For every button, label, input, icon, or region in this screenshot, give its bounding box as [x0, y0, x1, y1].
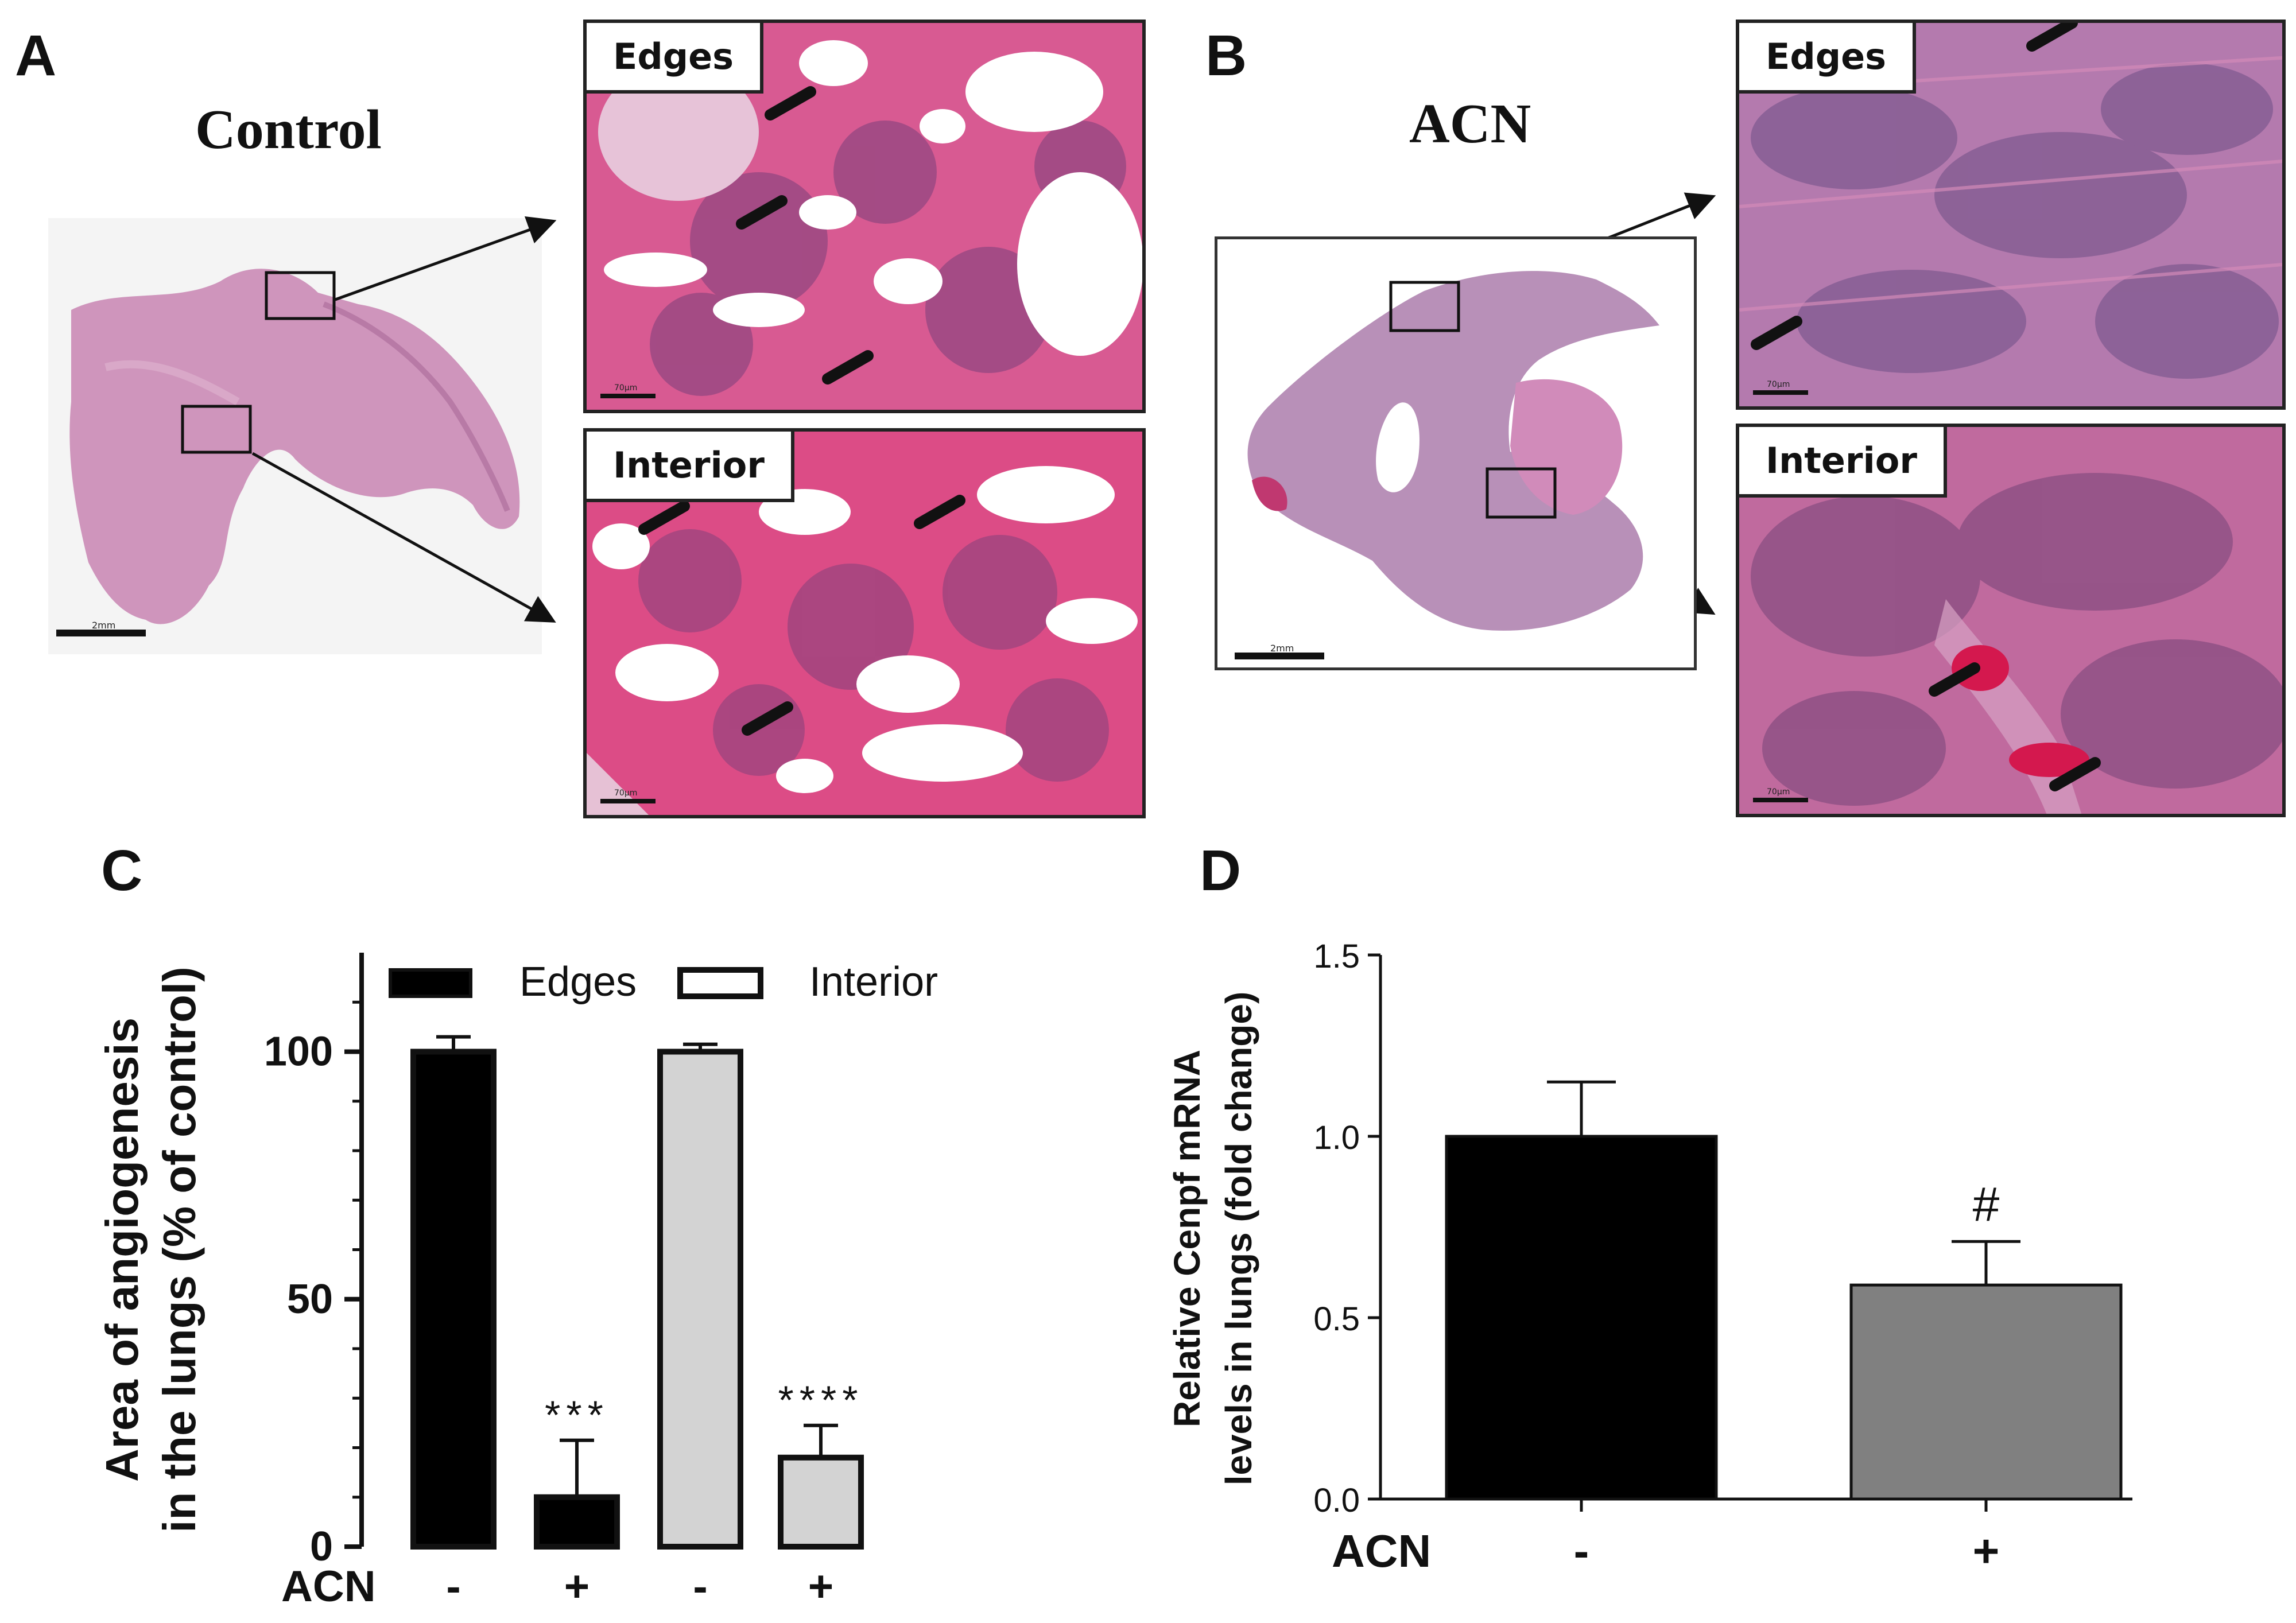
- c-bar: [657, 1049, 743, 1550]
- chart-c-angiogenesis: 0 50 100 Area of angiogenesis in the lungs (…: [96, 953, 938, 1611]
- micro-scale-bar: [600, 394, 656, 398]
- control-interior-micrograph: Interior 70µm: [583, 428, 1146, 818]
- c-y-tick-label: 100: [264, 1029, 333, 1075]
- d-y-tick-label: 0.0: [1313, 1482, 1360, 1519]
- d-significance: #: [1973, 1177, 2000, 1231]
- c-row-label: ACN: [281, 1562, 376, 1611]
- d-x-category-label: -: [1574, 1525, 1589, 1577]
- acn-interior-roi: [1486, 467, 1557, 519]
- panel-letter-c: C: [101, 838, 143, 903]
- chart-d-cenpf: 0.0 0.5 1.0 1.5 Relative Cenpf mRNA levels in…: [1166, 938, 2132, 1577]
- c-significance: ****: [778, 1378, 864, 1423]
- acn-interior-micrograph: Interior 70µm: [1736, 424, 2286, 817]
- d-bar: [1849, 1283, 2123, 1501]
- acn-edges-micrograph: Edges 70µm: [1736, 20, 2286, 410]
- c-bar: [410, 1049, 497, 1550]
- c-x-category-label: -: [446, 1562, 460, 1611]
- d-row-label: ACN: [1332, 1525, 1431, 1577]
- micro-scale-label: 70µm: [1767, 380, 1790, 389]
- acn-scale-bar: [1235, 653, 1324, 659]
- acn-tissue-shape: [1247, 271, 1659, 631]
- control-edges-label: Edges: [587, 23, 764, 94]
- c-y-tick-label: 50: [287, 1276, 333, 1322]
- acn-scale-label: 2mm: [1270, 643, 1294, 654]
- acn-interior-label: Interior: [1739, 427, 1947, 498]
- micro-scale-bar: [600, 799, 656, 803]
- control-lung-scan: [48, 218, 542, 654]
- c-legend-swatch-edges: [389, 968, 472, 998]
- control-scale-label: 2mm: [92, 620, 116, 631]
- c-bar: [534, 1494, 620, 1550]
- c-x-category-label: -: [693, 1562, 707, 1611]
- micro-scale-bar: [1753, 390, 1808, 395]
- c-legend-swatch-interior: [677, 967, 763, 999]
- c-significance: ***: [545, 1393, 609, 1438]
- c-legend-label-interior: Interior: [809, 959, 938, 1005]
- acn-edges-label: Edges: [1739, 23, 1917, 94]
- control-edges-zoom-arrow: [335, 216, 557, 301]
- d-y-axis-label: levels in lungs (fold change): [1218, 992, 1259, 1486]
- micro-scale-label: 70µm: [614, 789, 638, 798]
- control-interior-label: Interior: [587, 432, 794, 502]
- acn-lung-scan: 2mm: [1215, 236, 1697, 670]
- control-interior-zoom-arrow: [251, 452, 556, 623]
- acn-edges-roi: [1389, 281, 1460, 332]
- panel-letter-d: D: [1200, 838, 1242, 903]
- c-y-axis-label: Area of angiogenesis: [96, 1018, 148, 1482]
- c-bar: [778, 1454, 864, 1550]
- micro-scale-label: 70µm: [1767, 787, 1790, 797]
- panel-b-title: ACN: [1409, 93, 1531, 155]
- panel-letter-a: A: [15, 24, 57, 88]
- c-y-tick-label: 0: [310, 1524, 333, 1570]
- d-y-tick-label: 1.5: [1313, 938, 1360, 975]
- c-x-category-label: +: [808, 1562, 833, 1611]
- d-y-axis-label: Relative Cenpf mRNA: [1166, 1050, 1208, 1427]
- d-x-category-label: +: [1973, 1525, 2000, 1577]
- control-edges-roi: [265, 271, 336, 320]
- control-edges-micrograph: Edges 70µm: [583, 20, 1146, 413]
- micro-scale-label: 70µm: [614, 383, 638, 393]
- c-y-axis-label: in the lungs (% of control): [154, 966, 205, 1533]
- panel-a-title: Control: [195, 99, 382, 161]
- d-y-tick-label: 0.5: [1313, 1300, 1360, 1338]
- micro-scale-bar: [1753, 798, 1808, 802]
- c-legend-label-edges: Edges: [519, 959, 637, 1005]
- d-y-tick-label: 1.0: [1313, 1119, 1360, 1156]
- c-x-category-label: +: [564, 1562, 589, 1611]
- d-bar: [1445, 1135, 1718, 1501]
- control-interior-roi: [181, 405, 252, 454]
- panel-letter-b: B: [1205, 24, 1247, 88]
- control-scale-bar: [56, 630, 146, 636]
